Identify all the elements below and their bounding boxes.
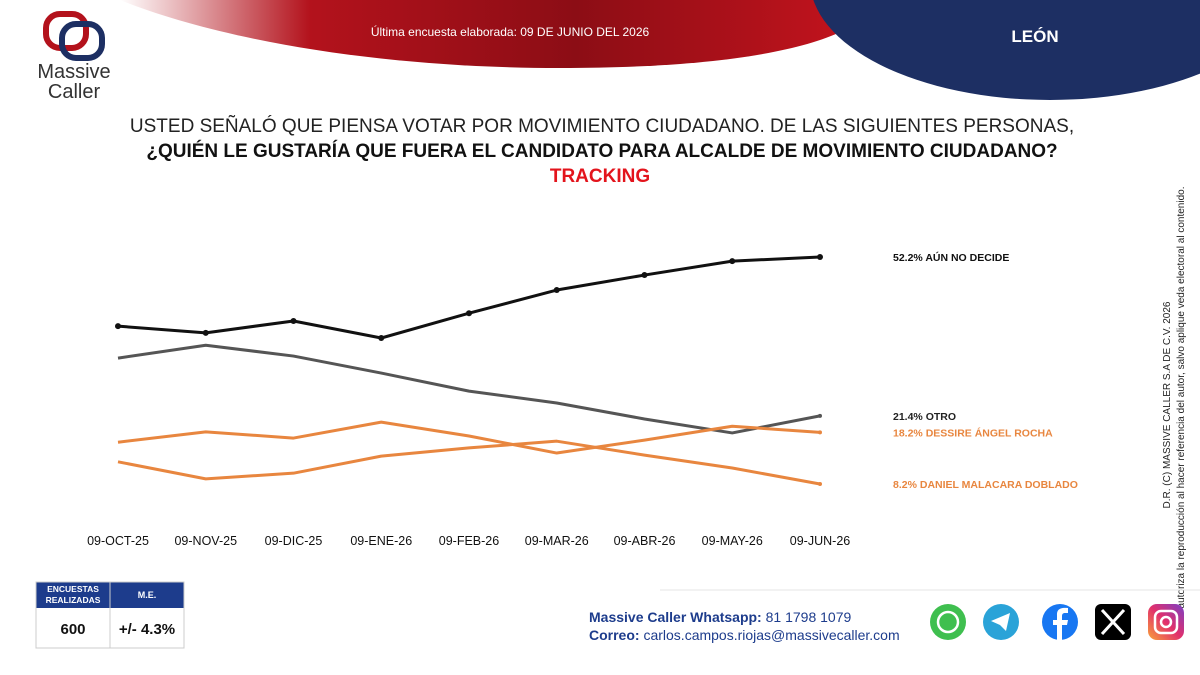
city: LEÓN [1011, 27, 1058, 46]
title-line: USTED SEÑALÓ QUE PIENSA VOTAR POR MOVIMI… [130, 115, 1074, 137]
icon-glyph [1100, 608, 1126, 636]
value-label: 8.2% [893, 479, 918, 491]
legend-label: DESSIRE ÁNGEL ROCHA [926, 426, 1053, 439]
icon-glyph [991, 613, 1010, 631]
table-border [35, 581, 185, 649]
point [818, 430, 822, 435]
icon-glyph [1159, 615, 1173, 629]
survey-date: Última encuesta elaborada: 09 DE JUNIO D… [371, 24, 650, 39]
x-tick-label: 09-ABR-26 [614, 534, 676, 548]
end-label: 52.2% AÚN NO DECIDE [893, 251, 1009, 264]
point [115, 323, 121, 330]
x-tick-label: 09-JUN-26 [790, 534, 850, 548]
table-header: M.E. [138, 590, 157, 600]
survey-table: ENCUESTAS REALIZADAS M.E. 600 +/- 4.3% [35, 581, 185, 649]
title-line: TRACKING [550, 166, 650, 187]
icon-glyph [1153, 609, 1179, 635]
header-blob [813, 0, 1200, 100]
icon-glyph [936, 610, 960, 634]
value-label: 52.2% [893, 252, 923, 264]
copyright: D.R. (C) MASSIVE CALLER S.A DE C.V. 2026… [1162, 187, 1187, 624]
point [818, 482, 822, 486]
x-tick-label: 09-NOV-25 [174, 534, 237, 548]
social-icons [930, 604, 1184, 640]
chart: 09-OCT-25 09-NOV-25 09-DIC-25 09-ENE-26 09-F… [87, 251, 1078, 548]
point [818, 413, 822, 418]
series-line [117, 420, 821, 455]
point [290, 317, 297, 324]
contact-line: Correo: carlos.campos.riojas@massivecall… [589, 627, 900, 643]
table-cell: 600 [60, 621, 85, 638]
instagram-icon[interactable] [1148, 604, 1184, 640]
point [202, 329, 209, 336]
point [641, 272, 648, 279]
contact-value: carlos.campos.riojas@massivecaller.com [643, 627, 899, 643]
x-tick-label: 09-OCT-25 [87, 534, 149, 548]
legend-label: DANIEL MALACARA DOBLADO [920, 479, 1078, 491]
logo-text: Massive [37, 61, 110, 83]
contact-line: Massive Caller Whatsapp: 81 1798 1079 [589, 609, 851, 625]
point [378, 334, 385, 341]
point [466, 310, 472, 317]
value-label: 21.4% [893, 411, 923, 423]
end-label: 21.4% OTRO [893, 411, 956, 423]
contact-value: 81 1798 1079 [766, 609, 852, 625]
series-line [117, 439, 821, 486]
header-band [120, 0, 880, 68]
contact-label: Massive Caller Whatsapp: [589, 609, 762, 625]
logo-text: Caller [48, 81, 101, 103]
table-header: ENCUESTAS REALIZADAS [45, 584, 101, 605]
copyright-line: D.R. (C) MASSIVE CALLER S.A DE C.V. 2026 [1162, 301, 1173, 508]
logo: Massive Caller [37, 11, 111, 103]
series-line [117, 343, 821, 435]
contact-label: Correo: [589, 627, 640, 643]
point [553, 287, 560, 294]
whatsapp-icon[interactable] [930, 604, 966, 640]
table-header-cell: ENCUESTAS REALIZADAS [45, 584, 101, 605]
value-label: 18.2% [893, 427, 923, 439]
table-cell: +/- 4.3% [119, 621, 175, 638]
point [729, 258, 736, 265]
series-line [117, 255, 821, 340]
copyright-line: Se autoriza la reproducción al hacer ref… [1176, 187, 1187, 624]
title-line: ¿QUIÉN LE GUSTARÍA QUE FUERA EL CANDIDAT… [146, 140, 1057, 162]
x-tick-label: 09-ENE-26 [350, 534, 412, 548]
icon-glyph [1053, 607, 1068, 640]
legend-label: OTRO [926, 411, 956, 423]
end-label: 8.2% DANIEL MALACARA DOBLADO [893, 479, 1078, 491]
point [817, 254, 823, 260]
x-tick-label: 09-MAR-26 [525, 534, 589, 548]
x-tick-label: 09-MAY-26 [702, 534, 763, 548]
legend-label: AÚN NO DECIDE [925, 251, 1009, 264]
end-label: 18.2% DESSIRE ÁNGEL ROCHA [893, 426, 1053, 439]
x-tick-label: 09-FEB-26 [439, 534, 499, 548]
x-tick-label: 09-DIC-25 [265, 534, 323, 548]
